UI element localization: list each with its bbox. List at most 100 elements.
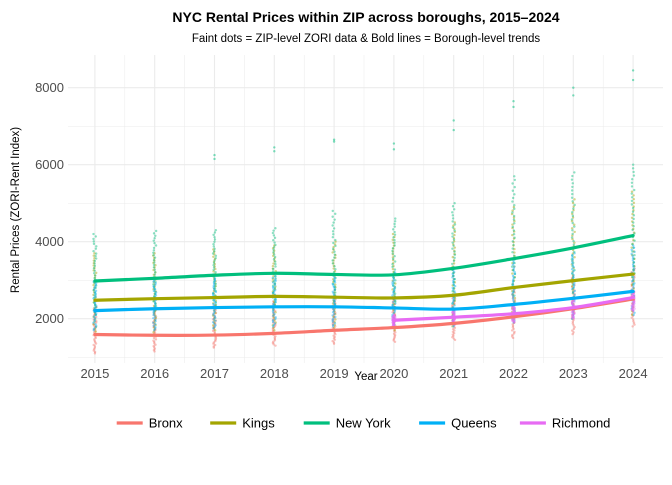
zip-point xyxy=(332,315,336,319)
zip-point xyxy=(453,300,456,303)
zip-point xyxy=(571,270,574,273)
zip-point xyxy=(513,261,516,265)
zip-point xyxy=(92,321,95,324)
zip-point xyxy=(451,255,454,259)
zip-point xyxy=(271,314,275,318)
zip-point xyxy=(213,238,217,241)
zip-point xyxy=(452,240,456,243)
zip-point xyxy=(92,314,96,317)
zip-point xyxy=(332,280,335,284)
zip-point xyxy=(392,314,396,317)
zip-point xyxy=(511,294,515,297)
zip-point xyxy=(512,320,515,323)
zip-point xyxy=(451,262,454,266)
zip-point xyxy=(630,192,633,195)
zip-point xyxy=(212,313,215,316)
zip-point xyxy=(273,329,276,332)
zip-point xyxy=(392,314,395,317)
zip-point xyxy=(511,336,515,340)
zip-point xyxy=(272,323,276,327)
zip-point xyxy=(393,333,397,337)
zip-point xyxy=(213,262,216,266)
zip-point xyxy=(272,229,275,232)
zip-point xyxy=(152,324,155,327)
y-tick-label: 6000 xyxy=(35,157,64,172)
zip-point xyxy=(153,268,157,271)
zip-point xyxy=(511,326,515,329)
zip-point xyxy=(571,201,575,205)
zip-point xyxy=(331,278,335,281)
zip-point xyxy=(391,279,394,282)
zip-point xyxy=(152,251,155,254)
zip-point xyxy=(271,254,275,258)
zip-point xyxy=(92,288,95,292)
zip-point xyxy=(570,285,574,289)
zip-point xyxy=(511,282,515,286)
zip-point xyxy=(393,233,397,236)
zip-point xyxy=(152,326,155,329)
zip-point xyxy=(213,240,216,244)
zip-point xyxy=(94,312,98,315)
zip-point xyxy=(153,259,156,262)
zip-point xyxy=(211,252,215,255)
zip-point xyxy=(153,316,157,320)
zip-point xyxy=(572,269,575,273)
zip-point xyxy=(632,205,635,208)
zip-point xyxy=(93,346,96,349)
zip-point xyxy=(333,289,336,292)
zip-point xyxy=(453,326,457,330)
zip-point xyxy=(632,227,635,231)
zip-point xyxy=(452,277,455,281)
zip-point xyxy=(274,262,277,266)
zip-point xyxy=(510,265,514,268)
zip-point xyxy=(632,250,636,253)
zip-point xyxy=(511,291,515,294)
zip-point xyxy=(332,259,335,262)
zip-point xyxy=(214,304,217,307)
zip-point xyxy=(214,311,218,315)
zip-point xyxy=(273,286,277,290)
zip-point xyxy=(213,299,216,303)
zip-point xyxy=(272,308,275,311)
zip-point xyxy=(332,245,335,249)
zip-point xyxy=(272,312,275,315)
zip-point xyxy=(154,229,158,233)
zip-point xyxy=(631,305,635,309)
zip-point xyxy=(213,319,216,322)
zip-point xyxy=(451,303,454,307)
zip-point xyxy=(153,290,157,293)
zip-point xyxy=(630,316,633,319)
zip-point xyxy=(571,256,574,259)
zip-point xyxy=(92,232,95,236)
zip-point xyxy=(511,226,514,230)
zip-point xyxy=(391,246,395,250)
zip-point xyxy=(451,297,454,300)
zip-point xyxy=(332,341,336,344)
zip-point xyxy=(571,290,575,293)
zip-point xyxy=(333,317,336,320)
zip-point xyxy=(93,259,97,263)
zip-point xyxy=(631,306,635,309)
zip-point xyxy=(630,203,634,206)
zip-point xyxy=(570,178,574,181)
zip-point xyxy=(511,306,514,310)
zip-point xyxy=(571,258,574,261)
zip-point xyxy=(392,271,396,274)
zip-point xyxy=(274,311,277,314)
zip-point xyxy=(393,310,396,313)
zip-point xyxy=(571,192,574,196)
zip-point xyxy=(451,318,454,322)
zip-point xyxy=(631,308,634,311)
zip-point xyxy=(631,212,634,216)
zip-point xyxy=(92,283,95,287)
zip-point-outlier xyxy=(332,138,336,141)
zip-point xyxy=(631,163,635,166)
zip-point xyxy=(332,314,335,317)
zip-point xyxy=(392,337,396,341)
zip-point xyxy=(272,313,275,317)
chart-subtitle: Faint dots = ZIP-level ZORI data & Bold … xyxy=(192,33,541,45)
zip-point xyxy=(153,300,157,303)
zip-point xyxy=(152,256,156,260)
zip-point xyxy=(212,245,215,248)
zip-point xyxy=(272,314,275,318)
